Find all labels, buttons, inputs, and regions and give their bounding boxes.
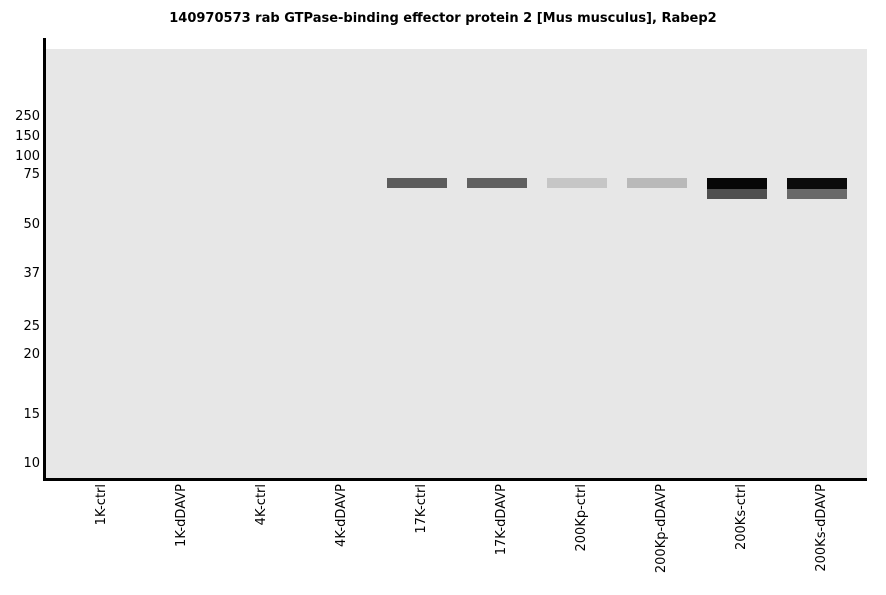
protein-band	[466, 178, 527, 188]
gel-plot-area	[46, 49, 867, 478]
x-tick-label: 1K-dDAVP	[173, 484, 189, 547]
protein-band	[386, 178, 447, 188]
y-tick-label: 25	[23, 319, 40, 334]
x-tick-label: 17K-ctrl	[413, 484, 429, 534]
y-tick-label: 150	[15, 129, 40, 144]
y-tick-label: 100	[15, 149, 40, 164]
y-tick-label: 20	[23, 347, 40, 362]
protein-band	[706, 189, 767, 199]
x-tick-label: 4K-ctrl	[253, 484, 269, 526]
protein-band	[786, 178, 847, 189]
x-tick-label: 200Kp-dDAVP	[653, 484, 669, 574]
y-axis-line	[43, 38, 46, 481]
figure-title: 140970573 rab GTPase-binding effector pr…	[169, 11, 717, 26]
protein-band	[546, 178, 607, 188]
y-tick-label: 37	[23, 266, 40, 281]
x-tick-label: 17K-dDAVP	[493, 484, 509, 556]
x-tick-label: 4K-dDAVP	[333, 484, 349, 547]
protein-band	[786, 189, 847, 199]
x-tick-label: 200Kp-ctrl	[573, 484, 589, 552]
x-axis-line	[43, 478, 867, 481]
y-tick-label: 50	[23, 217, 40, 232]
x-tick-label: 200Ks-ctrl	[733, 484, 749, 551]
x-tick-label: 200Ks-dDAVP	[813, 484, 829, 572]
y-tick-label: 250	[15, 109, 40, 124]
protein-band	[626, 178, 687, 188]
y-tick-label: 10	[23, 456, 40, 471]
x-tick-label: 1K-ctrl	[93, 484, 109, 526]
y-tick-label: 15	[23, 407, 40, 422]
y-tick-label: 75	[23, 167, 40, 182]
protein-band	[706, 178, 767, 189]
